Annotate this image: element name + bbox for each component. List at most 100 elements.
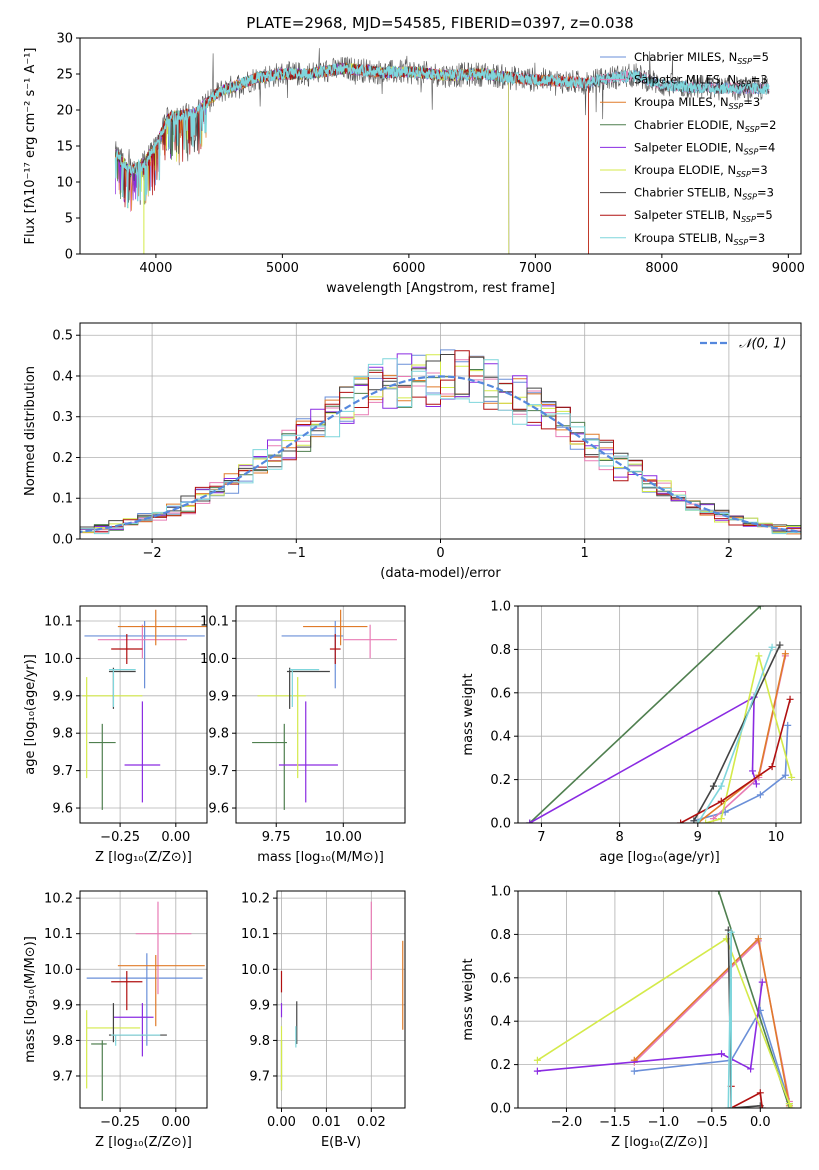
data-point: [756, 606, 764, 610]
series-line-chabrier-elodie: [529, 606, 761, 823]
spectrum-panel: 4000 5000 6000 7000 8000 9000 0 5 10 15 20 25 30 wave…: [23, 32, 805, 297]
y-tick-label: 0.2: [490, 773, 511, 788]
plot-area: [86, 901, 205, 1101]
y-tick-label: 0.6: [490, 971, 511, 986]
y-tick-label: 0.4: [490, 730, 511, 745]
y-tick-label: 0.6: [490, 686, 511, 701]
data-point: [781, 650, 789, 658]
series-line-kroupa-stelib: [697, 646, 773, 823]
plot-area: [526, 606, 796, 823]
y-tick-label: 10.2: [44, 892, 73, 907]
errorbar-salpeter-elodie: [124, 701, 161, 803]
series-line-chabrier-miles: [634, 1008, 791, 1104]
y-tick-label: 10.1: [44, 927, 73, 942]
plot-area: [82, 609, 207, 810]
x-axis-label: wavelength [Angstrom, rest frame]: [326, 281, 555, 296]
axes-frame: [79, 605, 208, 824]
x-axis-label: age [log₁₀(age/yr)]: [599, 850, 720, 865]
x-tick-label: −2.0: [551, 1115, 583, 1130]
mass-weight-vs-Z-panel: −2.0 −1.5 −1.0 −0.5 0.0 0.0 0.2 0.4 0.6 0.8 1.0 Z […: [461, 885, 802, 1150]
x-tick-label: 0.00: [161, 1115, 190, 1130]
legend-label: Salpeter STELIB, NSSP=5: [634, 208, 773, 224]
x-tick-label: 2: [725, 546, 733, 561]
legend-label: Kroupa ELODIE, NSSP=3: [634, 163, 768, 179]
y-tick-label: 9.8: [208, 727, 229, 742]
errorbar-salpeter-miles: [343, 624, 397, 659]
x-tick-label: 0.00: [267, 1115, 296, 1130]
data-point: [727, 928, 735, 936]
errorbar-salpeter-stelib: [329, 634, 341, 664]
legend-label: Chabrier STELIB, NSSP=3: [634, 186, 774, 202]
data-point: [690, 817, 698, 823]
y-tick-label: 0.8: [490, 643, 511, 658]
data-point: [715, 891, 723, 895]
x-tick-label: −2: [143, 546, 162, 561]
data-point: [718, 1050, 726, 1058]
x-axis-label: (data-model)/error: [380, 566, 501, 581]
data-point: [749, 767, 757, 775]
data-point: [785, 1100, 793, 1108]
data-point: [630, 1067, 638, 1075]
y-tick-label: 20: [56, 104, 73, 119]
errorbar-kroupa-miles: [117, 609, 207, 646]
series-line-salpeter-elodie: [537, 981, 763, 1072]
data-point: [747, 1065, 755, 1073]
model-spectrum-chabrier-elodie: [115, 62, 510, 254]
residual-histogram-panel: −2 −1 0 1 2 0.0 0.1 0.2 0.3 0.4 0.5 (data-model)/er…: [23, 322, 802, 581]
y-tick-label: 5: [65, 212, 73, 227]
plot-area: [114, 48, 770, 254]
axes-frame: [517, 890, 802, 1109]
model-spectrum-kroupa-stelib: [114, 62, 770, 209]
data-point: [787, 1104, 795, 1108]
y-tick-label: 0.0: [490, 817, 511, 832]
model-spectrum-kroupa-elodie: [115, 62, 510, 254]
x-tick-label: 1: [581, 546, 589, 561]
y-tick-label: 0.0: [490, 1102, 511, 1117]
y-tick-label: 0.0: [52, 533, 73, 548]
age-vs-Z-panel: −0.25 0.00 9.6 9.7 9.8 9.9 10.0 10.1 Z [log₁₀(Z/…: [23, 605, 208, 865]
y-tick-label: 9.9: [52, 689, 73, 704]
data-point: [781, 771, 789, 779]
model-spectrum-salpeter-stelib: [115, 62, 589, 254]
model-spectrum-kroupa-miles: [115, 61, 589, 254]
y-tick-label: 10.1: [241, 927, 270, 942]
x-tick-label: 0.0: [750, 1115, 771, 1130]
data-point: [727, 1104, 735, 1108]
legend-label: Chabrier MILES, NSSP=5: [634, 50, 769, 66]
y-tick-label: 9.6: [208, 802, 229, 817]
data-point: [724, 1104, 732, 1108]
series-line-salpeter-stelib: [680, 699, 791, 823]
y-axis-label: mass [log₁₀(M/M⊙)]: [23, 936, 38, 1063]
y-tick-label: 10.0: [200, 652, 229, 667]
y-tick-label: 9.8: [52, 727, 73, 742]
errorbar-salpeter-stelib: [111, 634, 143, 664]
y-tick-label: 9.8: [249, 1034, 270, 1049]
errorbar-kroupa-miles: [303, 609, 368, 646]
errorbar-kroupa-stelib: [108, 669, 136, 708]
series-line-salpeter-elodie: [529, 695, 758, 823]
x-tick-label: 8000: [645, 261, 678, 276]
plot-area: [80, 349, 801, 537]
x-tick-label: 5000: [266, 261, 299, 276]
figure-title: PLATE=2968, MJD=54585, FIBERID=0397, z=0…: [246, 14, 633, 32]
data-point: [768, 763, 776, 771]
data-point: [677, 819, 685, 823]
y-tick-label: 0.4: [490, 1015, 511, 1030]
y-tick-label: 9.9: [249, 998, 270, 1013]
plot-area: [280, 901, 404, 1091]
x-tick-label: 10: [768, 830, 785, 845]
y-tick-label: 9.7: [52, 764, 73, 779]
data-point: [533, 1067, 541, 1075]
data-point: [776, 641, 784, 649]
data-point: [717, 815, 725, 823]
errorbar-kroupa-elodie: [82, 677, 143, 779]
x-tick-label: −0.25: [100, 1115, 140, 1130]
data-point: [709, 782, 717, 790]
series-line-kroupa-elodie: [536, 937, 793, 1108]
y-tick-label: 10.2: [241, 892, 270, 907]
errorbar-chabrier-miles: [84, 620, 205, 689]
x-axis-label: mass [log₁₀(M/M⊙)]: [257, 850, 384, 865]
plot-area: [252, 609, 397, 810]
x-tick-label: −1: [287, 546, 306, 561]
